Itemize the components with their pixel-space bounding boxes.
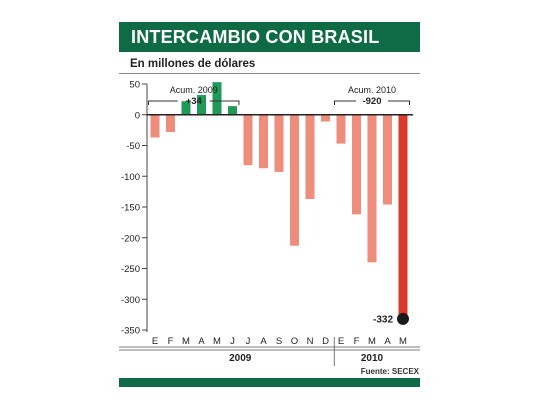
- y-tick-label: 0: [135, 110, 140, 121]
- chart-title: INTERCAMBIO CON BRASIL: [131, 27, 380, 47]
- bar-4: [197, 95, 206, 115]
- year-label: 2010: [361, 353, 384, 364]
- y-tick-label: -100: [121, 172, 140, 183]
- bar-14: [352, 114, 361, 215]
- bar-12: [321, 114, 330, 122]
- y-tick-label: -200: [121, 233, 140, 244]
- month-label: F: [354, 336, 360, 347]
- y-tick-label: -150: [121, 203, 140, 214]
- month-label: E: [338, 336, 344, 347]
- month-label: M: [213, 336, 221, 347]
- month-label: D: [322, 336, 329, 347]
- bar-17: [398, 114, 408, 319]
- bar-5: [212, 82, 222, 115]
- y-tick-label: -300: [121, 295, 140, 306]
- bar-13: [336, 114, 346, 144]
- annotation-bracket: [148, 100, 240, 105]
- annotation-value: -920: [362, 96, 381, 107]
- y-tick-label: 50: [129, 80, 140, 91]
- bar-3: [181, 101, 191, 115]
- month-label: J: [246, 336, 251, 347]
- annotation-title: Acum. 2010: [348, 85, 396, 95]
- bar-6: [228, 106, 237, 115]
- highlight-marker: [397, 312, 409, 325]
- month-label: N: [307, 336, 314, 347]
- bottom-bar: [119, 378, 420, 387]
- y-tick-label: -350: [121, 326, 140, 337]
- month-label: M: [368, 336, 376, 347]
- chart-subtitle: En millones de dólares: [130, 58, 256, 70]
- month-label: E: [152, 336, 158, 347]
- y-tick-label: -50: [126, 141, 140, 152]
- annotation-value: +34: [186, 96, 203, 107]
- bar-11: [305, 114, 315, 200]
- month-label: O: [291, 336, 298, 347]
- bar-10: [290, 114, 299, 246]
- bar-9: [274, 114, 284, 172]
- bar-15: [367, 114, 377, 263]
- subtitle-divider: [119, 73, 420, 74]
- bar-7: [243, 114, 253, 166]
- year-label: 2009: [229, 353, 252, 364]
- month-label: M: [182, 336, 190, 347]
- bar-16: [383, 114, 392, 205]
- month-label: J: [230, 336, 235, 347]
- source-note: Fuente: SECEX: [360, 367, 419, 376]
- title-bar: INTERCAMBIO CON BRASIL: [119, 22, 420, 52]
- bar-8: [259, 114, 268, 169]
- month-label: F: [168, 336, 174, 347]
- bar-1: [150, 114, 160, 138]
- highlight-label: -332: [373, 314, 393, 325]
- month-label: M: [399, 336, 407, 347]
- annotation-bracket: [334, 100, 410, 105]
- bar-2: [166, 114, 175, 132]
- month-label: S: [276, 336, 282, 347]
- annotation-title: Acum. 2009: [170, 85, 218, 95]
- month-label: A: [198, 336, 205, 347]
- month-label: A: [384, 336, 391, 347]
- month-label: A: [260, 336, 267, 347]
- y-tick-label: -250: [121, 264, 140, 275]
